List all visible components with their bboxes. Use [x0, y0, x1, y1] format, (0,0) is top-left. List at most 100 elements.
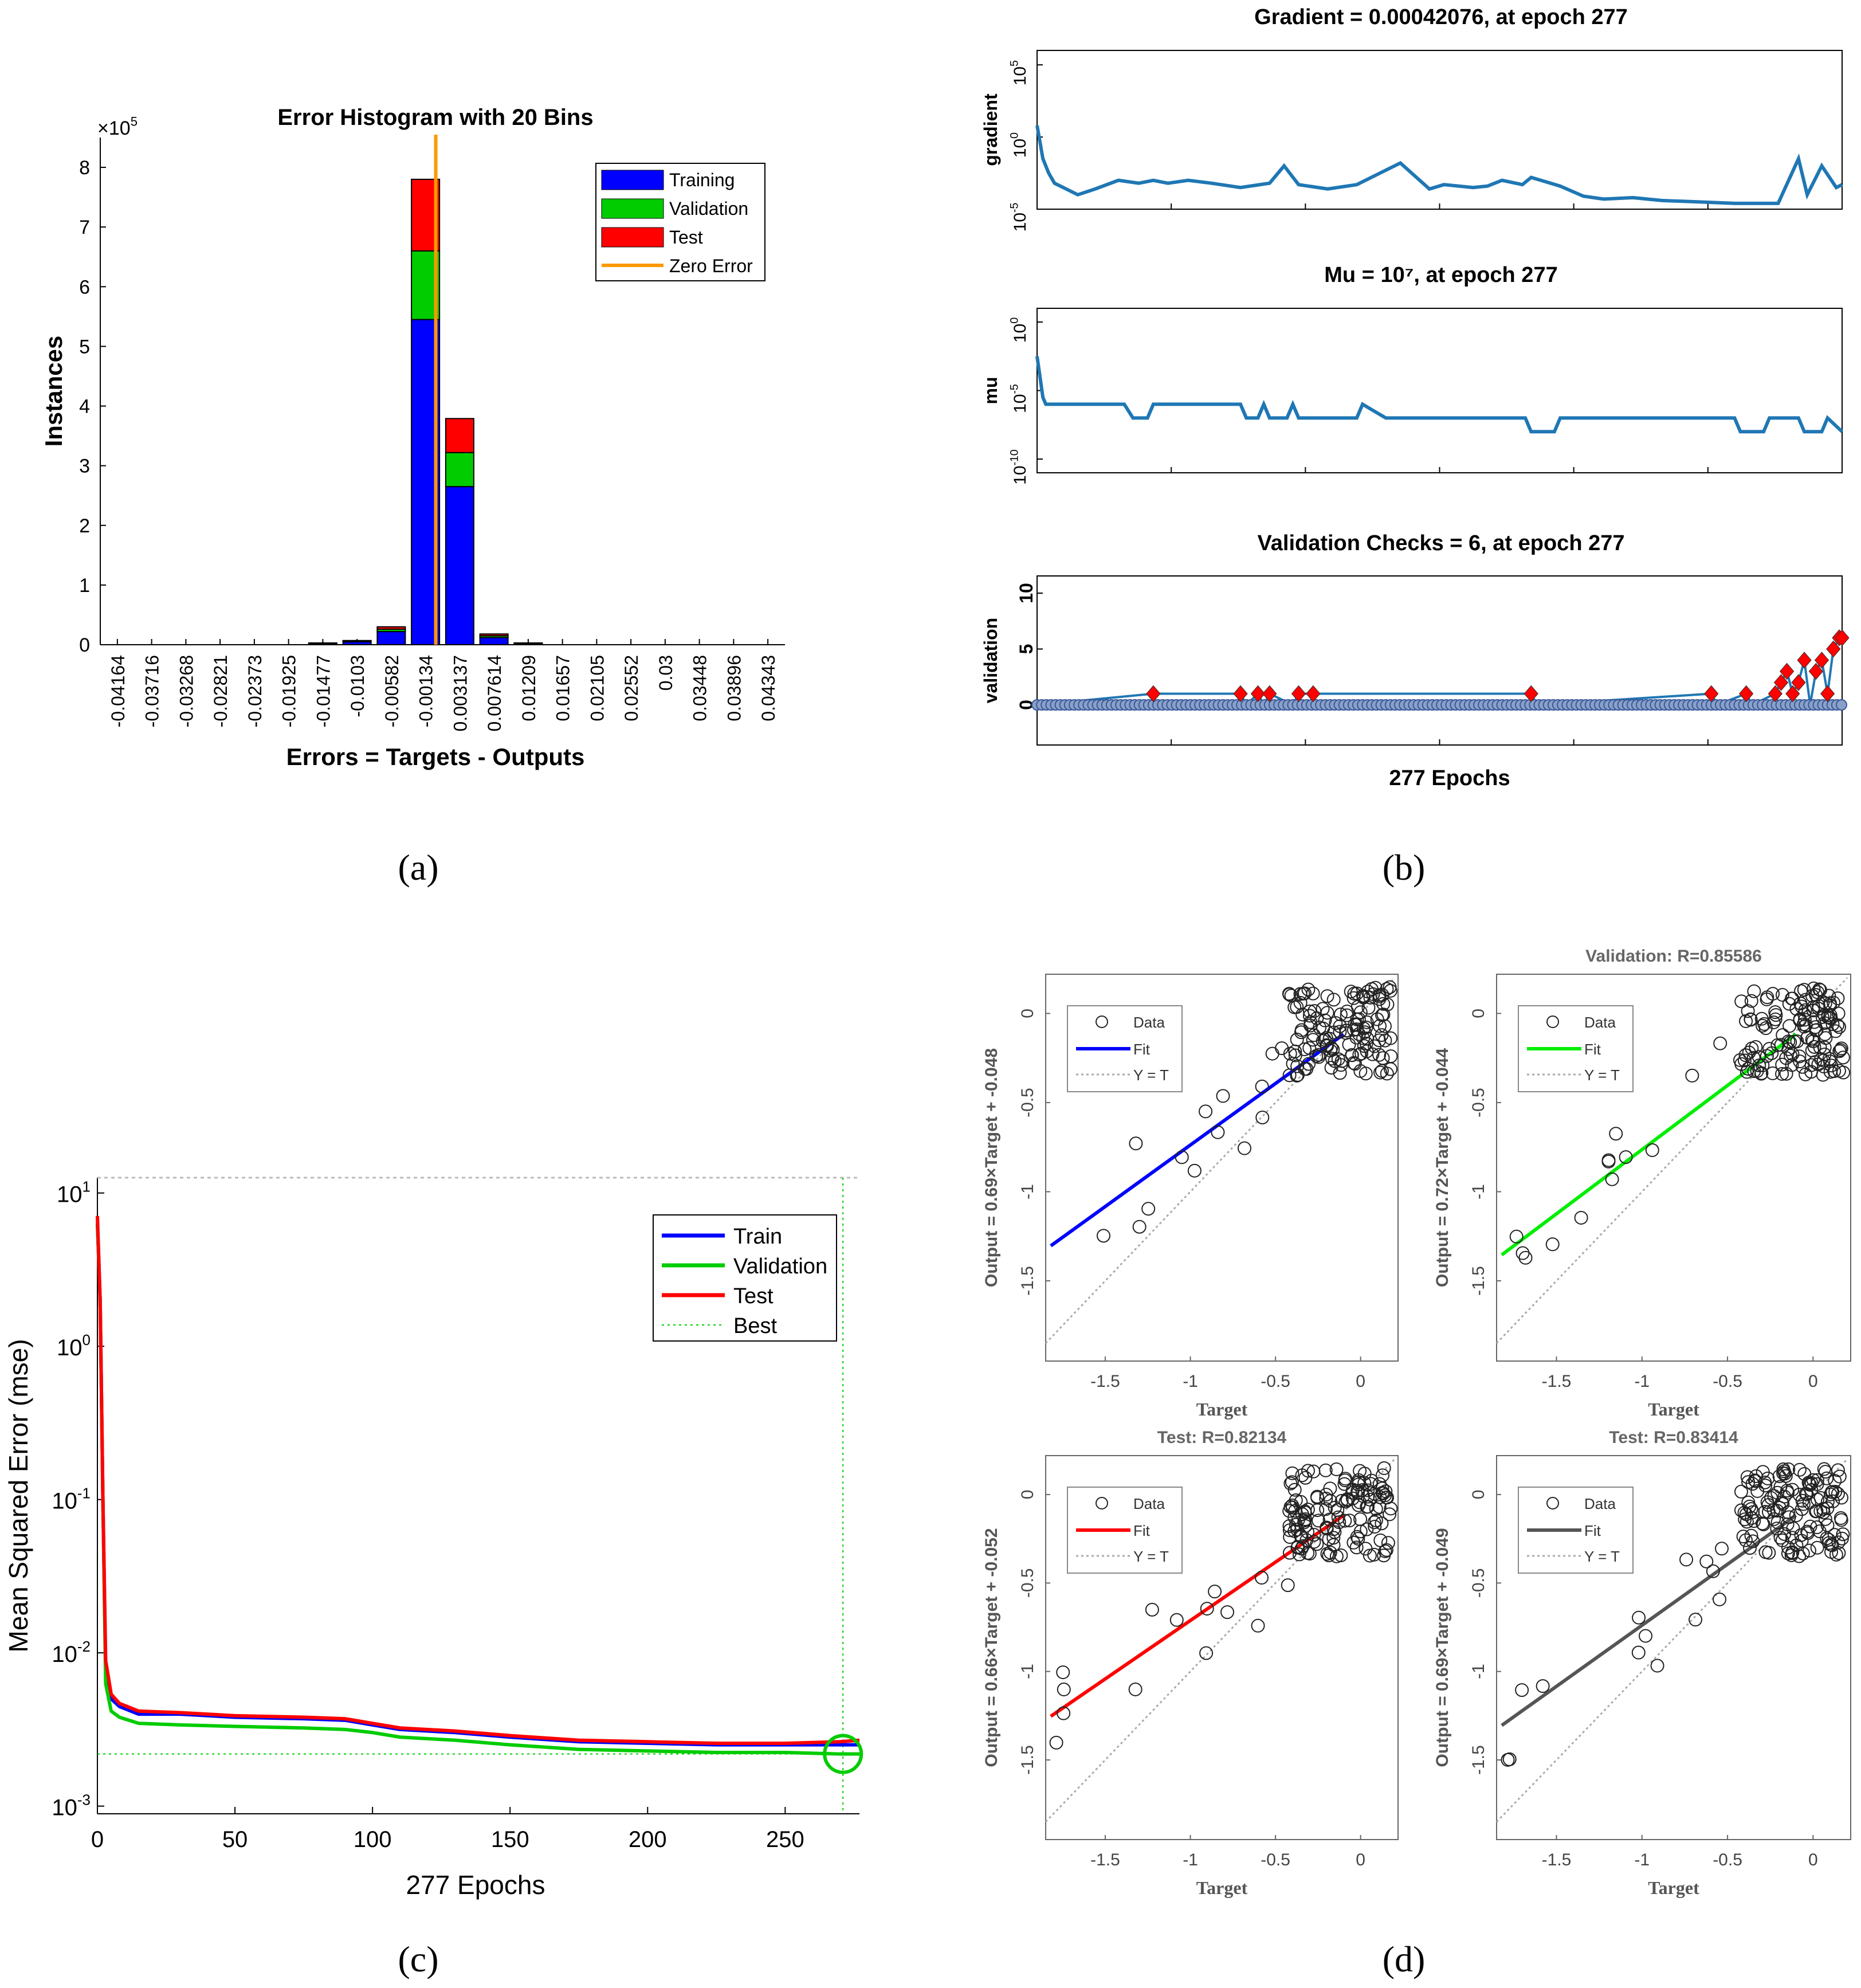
x-tick-label: 0 — [91, 1827, 104, 1852]
data-point — [1324, 1041, 1338, 1055]
legend-label: Validation — [669, 198, 748, 219]
subplot-title: Validation: R=0.85586 — [1585, 947, 1762, 966]
y-tick-label: -0.5 — [1469, 1568, 1488, 1598]
legend-swatch-test — [601, 227, 664, 248]
data-point — [1810, 1540, 1824, 1555]
subplot-frame — [1036, 308, 1843, 473]
data-point — [1323, 1481, 1337, 1496]
data-point — [1359, 1036, 1373, 1050]
data-point — [1380, 1491, 1395, 1505]
series-line — [1035, 125, 1843, 205]
data-point — [1813, 1040, 1827, 1054]
data-point — [1255, 1110, 1270, 1124]
data-point — [1375, 1008, 1389, 1022]
y-tick-label: 2 — [79, 515, 90, 537]
validation-marker — [1291, 685, 1306, 703]
data-point — [1825, 1538, 1839, 1552]
data-point — [1255, 1571, 1269, 1585]
x-tick-label: -0.5 — [1713, 1850, 1742, 1869]
y-tick-label: -1 — [1018, 1184, 1037, 1199]
data-point — [1792, 1462, 1807, 1477]
data-point — [1619, 1150, 1633, 1164]
data-point — [1348, 1057, 1362, 1071]
x-tick-label: 0.007614 — [484, 655, 505, 731]
data-point — [1383, 1507, 1397, 1522]
data-point — [1129, 1136, 1143, 1151]
y-tick-label: 0 — [1469, 1009, 1488, 1018]
data-point — [1306, 986, 1320, 1001]
data-point — [1789, 1508, 1803, 1523]
data-point — [1783, 1019, 1797, 1033]
data-point — [1372, 1033, 1387, 1048]
x-tick-label: 0.03448 — [690, 655, 710, 722]
legend-label: Fit — [1584, 1041, 1601, 1058]
x-tick-label: 150 — [491, 1827, 529, 1852]
data-point — [1776, 1466, 1791, 1480]
validation-marker — [1768, 685, 1783, 703]
y-tick-label: 10-3 — [52, 1791, 91, 1821]
y-axis-label: Mean Squared Error (mse) — [3, 1339, 33, 1652]
data-point — [1287, 1483, 1302, 1497]
data-point — [1509, 1229, 1524, 1244]
y-tick-label: 3 — [79, 456, 90, 477]
data-point — [1353, 1464, 1367, 1478]
caption-d: (d) — [1383, 1939, 1426, 1979]
data-point — [1306, 1033, 1320, 1047]
data-point — [1384, 1062, 1398, 1076]
data-point — [1536, 1679, 1550, 1693]
data-point — [1347, 986, 1361, 1001]
subplot-title: Test: R=0.82134 — [1157, 1428, 1287, 1447]
data-point — [1211, 1125, 1225, 1139]
data-point — [1333, 1066, 1347, 1080]
data-point — [1799, 1487, 1813, 1501]
data-point — [1216, 1089, 1230, 1103]
data-point — [1349, 1540, 1364, 1555]
validation-marker — [1826, 640, 1841, 658]
data-point — [1338, 1473, 1352, 1488]
data-point — [1282, 1519, 1297, 1533]
data-point — [1312, 1513, 1326, 1528]
data-point — [1805, 1043, 1819, 1057]
legend-label: Zero Error — [669, 256, 753, 276]
data-point — [1378, 1544, 1392, 1558]
subplot-title: Mu = 10⁷, at epoch 277 — [1324, 263, 1557, 287]
data-point — [1329, 1462, 1344, 1476]
data-point — [1645, 1143, 1659, 1158]
x-tick-label: -0.03268 — [176, 655, 197, 727]
data-point — [1779, 1051, 1793, 1065]
legend-label: Train — [733, 1225, 782, 1249]
data-point — [1699, 1554, 1714, 1569]
data-point — [1778, 1469, 1793, 1483]
y-tick-label: 5 — [79, 336, 90, 358]
data-point — [1324, 1061, 1338, 1075]
caption-b: (b) — [1383, 847, 1426, 888]
legend-label: Training — [669, 170, 735, 190]
identity-line — [1045, 977, 1396, 1344]
data-point — [1816, 1505, 1831, 1520]
x-tick-label: -0.04164 — [108, 655, 128, 727]
data-point — [1744, 994, 1758, 1008]
y-tick-label: 101 — [57, 1178, 91, 1207]
data-point — [1762, 1546, 1776, 1560]
data-point — [1141, 1202, 1156, 1216]
data-point — [1357, 1476, 1372, 1490]
data-point — [1741, 1004, 1755, 1018]
chart-title: Error Histogram with 20 Bins — [277, 105, 593, 130]
data-point — [1175, 1150, 1189, 1164]
legend-label: Data — [1133, 1495, 1165, 1512]
y-tick-label: 8 — [79, 157, 90, 179]
y-axis-label: Output = 0.72×Target + -0.044 — [1433, 1048, 1452, 1287]
bar-test — [376, 626, 406, 630]
data-point — [1799, 993, 1813, 1007]
data-point — [1372, 1019, 1387, 1033]
data-point — [1096, 1229, 1110, 1243]
legend-label: Fit — [1133, 1522, 1151, 1539]
x-tick-label: -0.5 — [1713, 1372, 1742, 1391]
data-point — [1372, 1500, 1387, 1514]
data-point — [1380, 982, 1394, 996]
x-tick-label: -0.02821 — [210, 655, 231, 727]
data-point — [1834, 1491, 1848, 1505]
data-point — [1338, 1495, 1353, 1509]
data-point — [1330, 1503, 1345, 1517]
data-point — [1752, 1050, 1766, 1064]
